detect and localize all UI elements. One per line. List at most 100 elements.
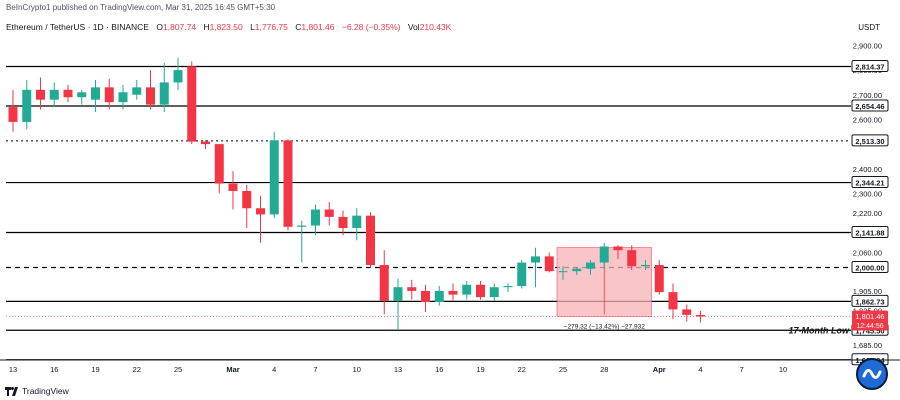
candle-9[interactable] [132, 79, 142, 100]
level-price-tag[interactable]: 1,862.73 [851, 294, 889, 307]
candle-40[interactable] [558, 266, 568, 280]
time-axis[interactable]: 13 16 19 22 25 Mar 4 7 10 13 16 19 22 25 28 Apr 4 7 10 [0, 359, 900, 374]
candle-11[interactable] [159, 62, 169, 113]
candle-body [462, 284, 472, 295]
candle-13[interactable] [187, 61, 197, 145]
level-tag-text: 2,814.37 [855, 63, 884, 72]
candle-31[interactable] [434, 285, 444, 306]
candle-body [214, 144, 224, 184]
candle-41[interactable] [572, 267, 582, 275]
candle-46[interactable] [641, 260, 650, 270]
x-tick-label: 25 [174, 365, 182, 374]
candle-1[interactable] [22, 79, 32, 130]
level-price-tag[interactable]: 2,141.88 [851, 225, 889, 238]
candle-body [311, 209, 320, 226]
publication-header: BeInCrypto1 published on TradingView.com… [6, 3, 276, 12]
level-price-tag[interactable]: 2,344.21 [851, 176, 889, 189]
candle-5[interactable] [77, 89, 87, 105]
candle-44[interactable] [613, 245, 623, 259]
change-value: −6.28 (−0.35%) [341, 22, 401, 32]
candle-12[interactable] [173, 57, 183, 90]
candle-21[interactable] [297, 220, 307, 263]
candle-42[interactable] [586, 260, 595, 275]
low-value: 1,776.75 [254, 22, 288, 32]
candle-27[interactable] [379, 250, 389, 315]
candle-22[interactable] [311, 204, 320, 236]
x-tick-label: 16 [50, 365, 58, 374]
candle-49[interactable] [682, 304, 692, 322]
candle-50[interactable] [696, 311, 705, 323]
candle-18[interactable] [256, 195, 265, 243]
measure-label: −279.32 (−13.42%) −27,932 [564, 323, 646, 330]
symbol-name[interactable]: Ethereum / TetherUS · 1D · BINANCE [6, 22, 149, 32]
candle-38[interactable] [531, 247, 540, 288]
candle-37[interactable] [517, 260, 527, 289]
candle-17[interactable] [242, 184, 252, 228]
level-price-tag[interactable]: 2,814.37 [851, 60, 889, 73]
tradingview-logo-text: TradingView [22, 386, 69, 396]
current-price-box [852, 310, 888, 331]
candle-20[interactable] [283, 139, 293, 231]
candle-33[interactable] [462, 281, 472, 300]
y-tick-label: 1,685.00 [853, 341, 882, 350]
candle-body [476, 284, 485, 298]
candle-45[interactable] [627, 245, 637, 270]
volume-label: Vol [407, 22, 420, 32]
candle-body [379, 265, 389, 301]
candle-25[interactable] [352, 208, 362, 241]
tradingview-logo-icon [5, 386, 18, 396]
candle-47[interactable] [654, 260, 664, 295]
candle-16[interactable] [228, 171, 238, 210]
candle-43[interactable] [599, 242, 609, 268]
candle-29[interactable] [407, 279, 417, 300]
candle-15[interactable] [214, 144, 224, 194]
candle-8[interactable] [118, 84, 128, 110]
candle-19[interactable] [269, 131, 279, 219]
candle-body [228, 183, 238, 191]
candle-35[interactable] [489, 283, 499, 301]
current-price-tag[interactable]: 1,801.46 12:44:56 [852, 310, 888, 331]
candle-32[interactable] [448, 283, 458, 301]
candle-body [407, 287, 417, 291]
tradingview-logo[interactable]: TradingView [5, 386, 69, 396]
candle-0[interactable] [8, 89, 18, 132]
level-price-tag[interactable]: 2,000.00 [851, 260, 889, 273]
level-tag-text: 2,000.00 [855, 263, 884, 272]
candle-body [324, 209, 334, 217]
candle-body [159, 82, 169, 105]
candle-6[interactable] [91, 79, 100, 113]
currency-label: USDT [858, 23, 880, 32]
y-tick-label: 2,700.00 [853, 91, 882, 100]
x-tick-label: 10 [353, 365, 361, 374]
candle-34[interactable] [476, 281, 485, 300]
candle-26[interactable] [366, 211, 375, 268]
candle-3[interactable] [49, 82, 59, 108]
candle-2[interactable] [36, 77, 45, 110]
candle-body [421, 290, 430, 303]
candle-14[interactable] [201, 140, 210, 150]
candle-body [77, 92, 87, 98]
candle-36[interactable] [503, 283, 513, 293]
level-price-tag[interactable]: 2,654.46 [851, 99, 889, 112]
candle-28[interactable] [393, 278, 403, 330]
x-tick-label: 19 [476, 365, 484, 374]
x-tick-label: 22 [133, 365, 141, 374]
candle-30[interactable] [421, 284, 430, 312]
candle-39[interactable] [544, 252, 554, 273]
candle-10[interactable] [146, 70, 155, 110]
candle-23[interactable] [324, 202, 334, 226]
candle-24[interactable] [338, 210, 348, 236]
candle-body [269, 140, 279, 215]
price-axis[interactable]: 2,900.002,800.002,700.002,600.002,400.00… [789, 41, 889, 366]
candle-48[interactable] [668, 283, 678, 320]
candle-4[interactable] [63, 84, 73, 103]
candle-7[interactable] [104, 78, 114, 110]
level-price-tag[interactable]: 2,513.30 [851, 134, 889, 147]
level-tag-box [851, 176, 889, 189]
candles [8, 57, 705, 330]
candle-body [297, 225, 307, 227]
x-tick-label: 19 [91, 365, 99, 374]
x-tick-label: 10 [779, 365, 787, 374]
x-tick-label: 4 [272, 365, 276, 374]
